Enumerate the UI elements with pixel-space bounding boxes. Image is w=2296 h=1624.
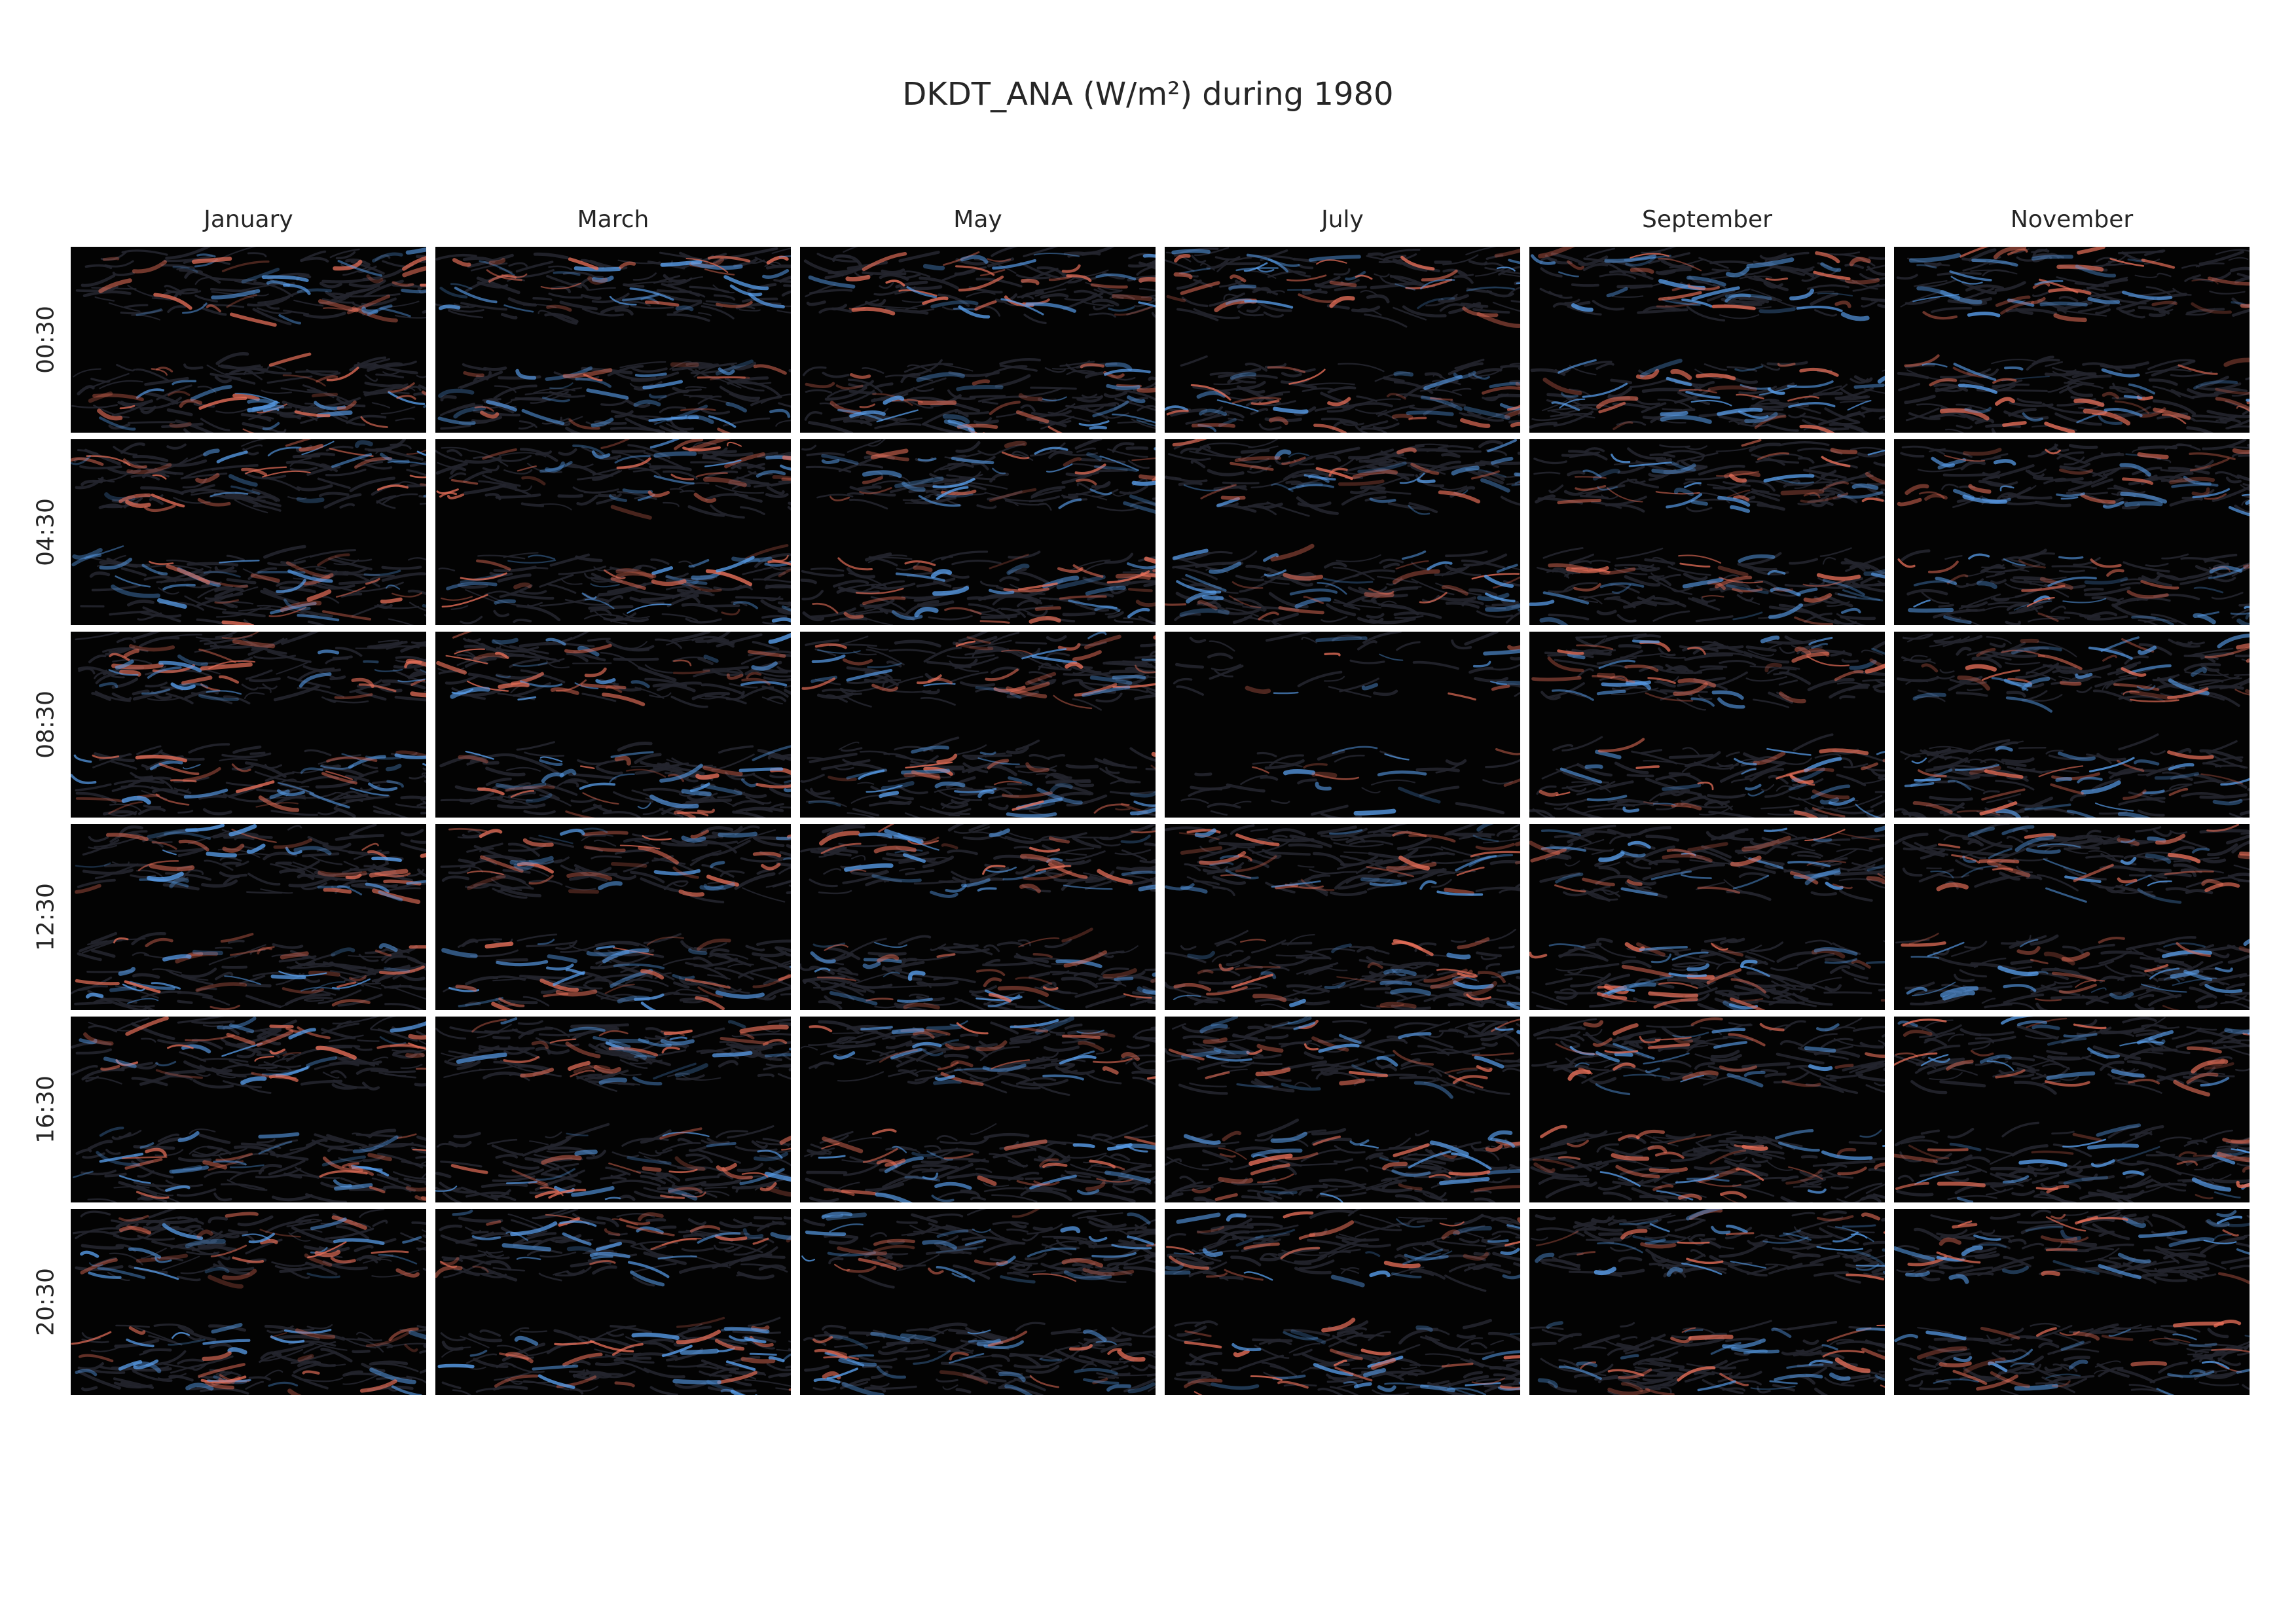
panel-september-0430 <box>1529 439 1885 625</box>
column-label-september: September <box>1642 206 1772 233</box>
panel-july-0430 <box>1165 439 1520 625</box>
panel-may-0430 <box>800 439 1156 625</box>
panel-july-0830 <box>1165 632 1520 818</box>
panel-january-1630 <box>71 1017 426 1202</box>
panel-may-1230 <box>800 824 1156 1010</box>
chart-title: DKDT_ANA (W/m²) during 1980 <box>902 76 1394 113</box>
panel-november-0030 <box>1894 247 2250 433</box>
column-label-march: March <box>577 206 649 233</box>
row-label-0030: 00:30 <box>32 306 60 374</box>
panel-september-2030 <box>1529 1209 1885 1395</box>
row-label-2030: 20:30 <box>32 1268 60 1336</box>
panel-may-0830 <box>800 632 1156 818</box>
panel-january-0830 <box>71 632 426 818</box>
row-label-0830: 08:30 <box>32 691 60 759</box>
panel-july-2030 <box>1165 1209 1520 1395</box>
column-label-november: November <box>2010 206 2134 233</box>
row-label-0430: 04:30 <box>32 498 60 566</box>
panel-november-1230 <box>1894 824 2250 1010</box>
panel-may-0030 <box>800 247 1156 433</box>
panel-november-0830 <box>1894 632 2250 818</box>
panel-may-1630 <box>800 1017 1156 1202</box>
column-label-january: January <box>204 206 293 233</box>
panel-may-2030 <box>800 1209 1156 1395</box>
row-label-1230: 12:30 <box>32 883 60 951</box>
panel-january-0030 <box>71 247 426 433</box>
column-label-may: May <box>953 206 1002 233</box>
panel-january-0430 <box>71 439 426 625</box>
column-label-july: July <box>1321 206 1364 233</box>
panel-march-0430 <box>435 439 791 625</box>
panel-january-2030 <box>71 1209 426 1395</box>
row-label-1630: 16:30 <box>32 1075 60 1144</box>
panel-september-1230 <box>1529 824 1885 1010</box>
panel-january-1230 <box>71 824 426 1010</box>
panel-september-1630 <box>1529 1017 1885 1202</box>
panel-march-1230 <box>435 824 791 1010</box>
panel-july-1230 <box>1165 824 1520 1010</box>
panel-grid <box>71 247 2250 1395</box>
panel-november-1630 <box>1894 1017 2250 1202</box>
panel-march-0030 <box>435 247 791 433</box>
panel-march-2030 <box>435 1209 791 1395</box>
panel-september-0030 <box>1529 247 1885 433</box>
panel-november-2030 <box>1894 1209 2250 1395</box>
panel-march-1630 <box>435 1017 791 1202</box>
panel-july-1630 <box>1165 1017 1520 1202</box>
panel-november-0430 <box>1894 439 2250 625</box>
panel-september-0830 <box>1529 632 1885 818</box>
panel-march-0830 <box>435 632 791 818</box>
panel-july-0030 <box>1165 247 1520 433</box>
